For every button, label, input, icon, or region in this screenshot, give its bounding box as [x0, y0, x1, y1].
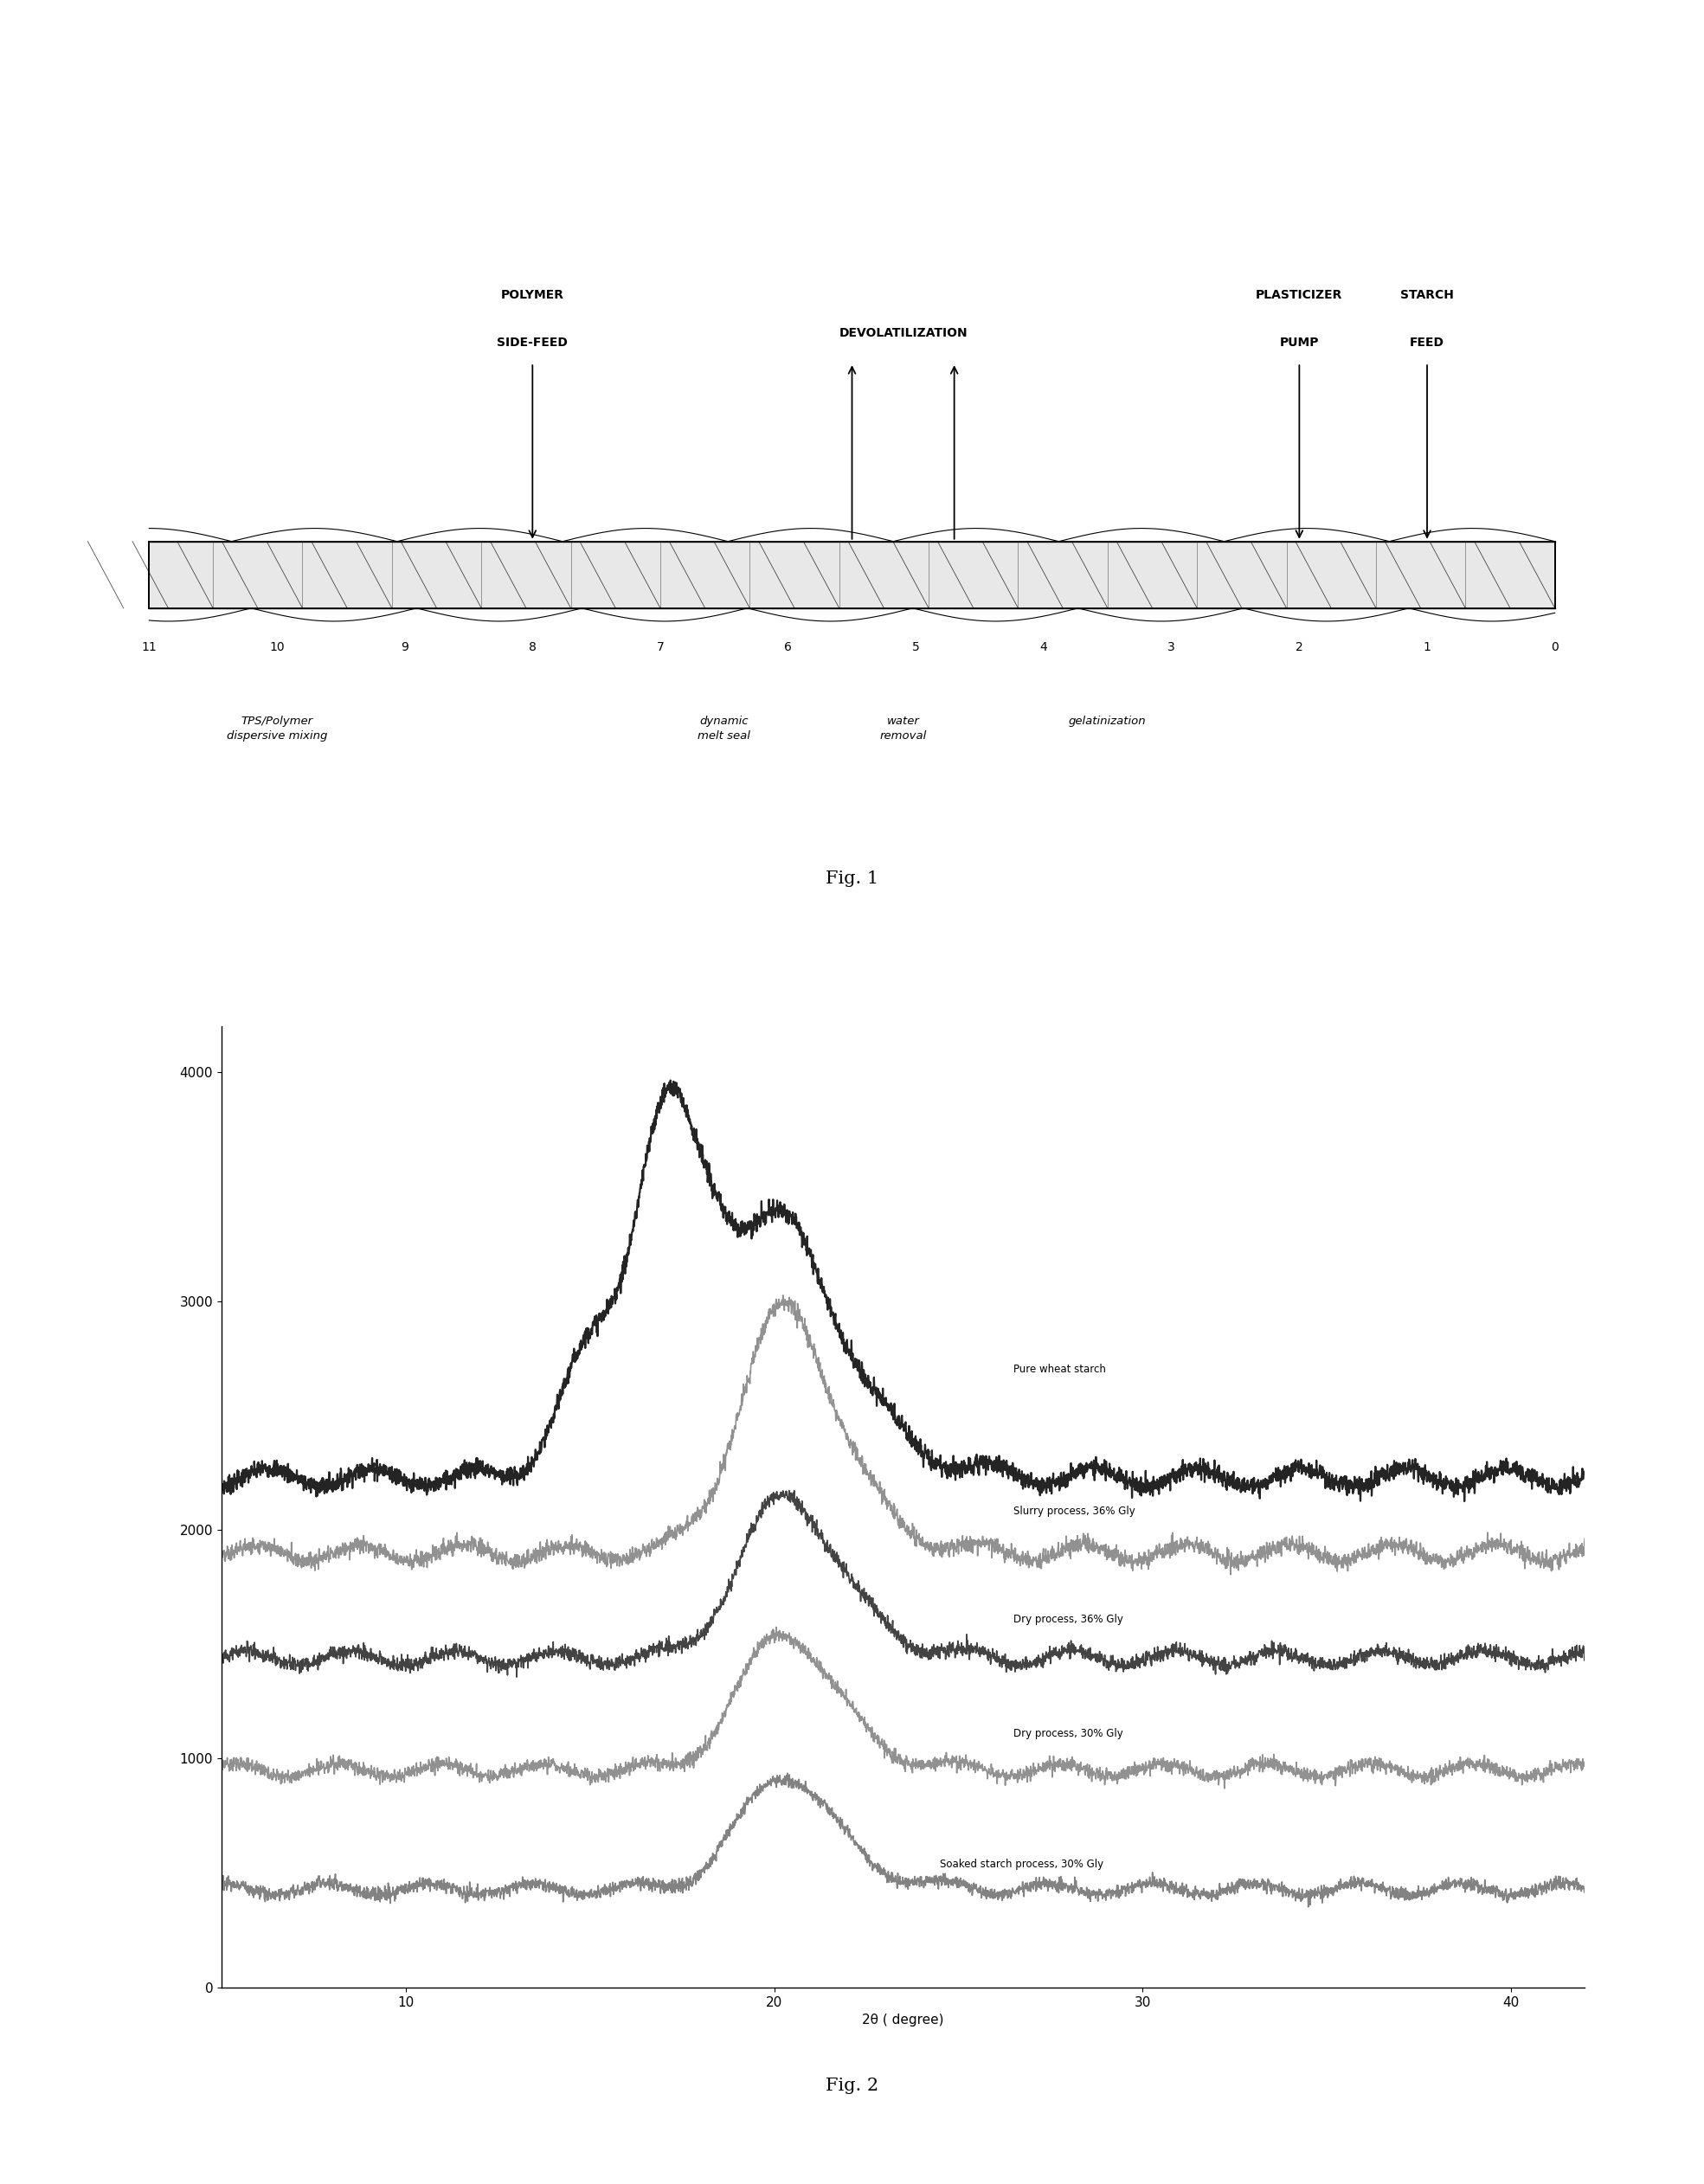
- Text: 4: 4: [1039, 642, 1048, 653]
- Text: 1: 1: [1423, 642, 1431, 653]
- Text: Soaked starch process, 30% Gly: Soaked starch process, 30% Gly: [941, 1859, 1104, 1870]
- Text: FEED: FEED: [1409, 336, 1445, 349]
- Text: Pure wheat starch: Pure wheat starch: [1014, 1365, 1106, 1376]
- Text: PUMP: PUMP: [1280, 336, 1319, 349]
- Bar: [150, 542, 1556, 607]
- Text: 11: 11: [141, 642, 157, 653]
- Text: Slurry process, 36% Gly: Slurry process, 36% Gly: [1014, 1507, 1135, 1518]
- Text: 0: 0: [1551, 642, 1559, 653]
- Text: 8: 8: [528, 642, 537, 653]
- Text: 5: 5: [912, 642, 920, 653]
- Text: 10: 10: [269, 642, 285, 653]
- Text: 6: 6: [784, 642, 792, 653]
- Text: Fig. 2: Fig. 2: [825, 2077, 879, 2094]
- Text: STARCH: STARCH: [1401, 288, 1454, 301]
- X-axis label: 2θ ( degree): 2θ ( degree): [862, 2014, 944, 2027]
- Text: 3: 3: [1167, 642, 1176, 653]
- Text: 7: 7: [656, 642, 665, 653]
- Text: 9: 9: [400, 642, 409, 653]
- Text: 2: 2: [1295, 642, 1304, 653]
- Text: Dry process, 36% Gly: Dry process, 36% Gly: [1014, 1614, 1123, 1625]
- Text: SIDE-FEED: SIDE-FEED: [498, 336, 567, 349]
- Text: TPS/Polymer
dispersive mixing: TPS/Polymer dispersive mixing: [227, 716, 327, 740]
- Text: POLYMER: POLYMER: [501, 288, 564, 301]
- Text: DEVOLATILIZATION: DEVOLATILIZATION: [838, 328, 968, 339]
- Text: Fig. 1: Fig. 1: [825, 869, 879, 887]
- Text: water
removal: water removal: [879, 716, 927, 740]
- Text: gelatinization: gelatinization: [1068, 716, 1147, 727]
- Text: PLASTICIZER: PLASTICIZER: [1256, 288, 1343, 301]
- Text: Dry process, 30% Gly: Dry process, 30% Gly: [1014, 1728, 1123, 1738]
- Text: dynamic
melt seal: dynamic melt seal: [699, 716, 750, 740]
